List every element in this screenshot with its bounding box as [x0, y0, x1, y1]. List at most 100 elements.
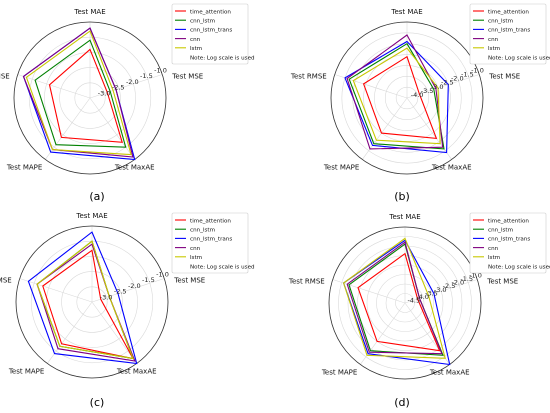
axis-label: Test MAE — [388, 213, 420, 221]
radial-tick-label: -2.0 — [451, 75, 464, 83]
legend-label-note: Note: Log scale is used — [488, 55, 550, 61]
legend-label-time_attention: time_attention — [488, 218, 529, 224]
axis-label: Test MAE — [390, 8, 422, 16]
axis-label: Test MAPE — [321, 369, 357, 377]
radar-panel-3: -4.5-4.0-3.5-3.0-2.5-2.0-1.5-1.0 Test MAE… — [288, 212, 550, 409]
legend-label-cnn_lstm_trans: cnn_lstm_trans — [488, 28, 530, 34]
radial-tick-label: -3.0 — [100, 293, 113, 301]
series-cnn-line — [346, 241, 443, 355]
legend-box — [469, 212, 547, 274]
series-time_attention-line — [362, 55, 438, 140]
grid-spoke — [404, 279, 478, 304]
panel-caption: (a) — [89, 190, 104, 203]
legend-label-note: Note: Log scale is used — [190, 264, 255, 270]
radial-tick-label: -1.5 — [461, 71, 474, 79]
axis-label: Test MaxAE — [116, 368, 157, 376]
radial-tick-label: -1.0 — [156, 271, 169, 279]
radar-frame — [15, 225, 169, 379]
radial-tick-label: -3.0 — [434, 286, 447, 294]
series-time_attention-line — [357, 252, 441, 352]
grid-spoke — [47, 301, 93, 364]
radial-tick-label: -2.0 — [451, 279, 464, 287]
legend-label-cnn: cnn — [488, 37, 499, 43]
radial-tick-label: -1.0 — [471, 67, 484, 75]
radial-tick-label: -4.5 — [407, 296, 420, 304]
axis-label: Test RMSE — [0, 277, 12, 285]
axis-label: Test RMSE — [288, 278, 325, 286]
grid-spoke — [91, 301, 137, 364]
axis-label: Test MAPE — [6, 164, 42, 172]
radial-tick-label: -2.0 — [128, 282, 141, 290]
radial-tick-label: -2.0 — [126, 78, 139, 86]
legend-label-time_attention: time_attention — [190, 218, 231, 224]
radial-tick-label: -3.5 — [421, 87, 434, 95]
series-lstm-line — [342, 237, 446, 359]
panel-caption: (d) — [394, 396, 410, 409]
series-cnn_lstm-line — [34, 39, 127, 148]
legend-label-cnn: cnn — [488, 246, 499, 252]
axis-label: Test MaxAE — [114, 164, 155, 172]
panel-caption: (b) — [394, 190, 410, 203]
grid-spoke — [89, 74, 163, 99]
radial-tick-label: -4.0 — [411, 91, 424, 99]
radial-tick-label: -2.5 — [441, 79, 454, 87]
legend-label-cnn_lstm: cnn_lstm — [488, 228, 513, 234]
legend-label-lstm: lstm — [190, 255, 202, 261]
legend-label-cnn_lstm_trans: cnn_lstm_trans — [190, 28, 232, 34]
radar-frame — [330, 21, 484, 175]
grid-spoke — [406, 97, 452, 160]
legend-label-cnn: cnn — [190, 246, 201, 252]
panel-caption: (c) — [90, 396, 105, 409]
radar-frame — [328, 226, 482, 380]
legend-label-lstm: lstm — [190, 46, 202, 52]
legend-label-cnn_lstm: cnn_lstm — [190, 228, 215, 234]
legend-label-cnn_lstm: cnn_lstm — [190, 19, 215, 25]
series-cnn_lstm_trans-line — [344, 40, 449, 154]
grid-spoke — [362, 97, 408, 160]
grid-spoke — [91, 278, 165, 303]
grid-spoke — [89, 97, 135, 160]
legend-label-cnn_lstm: cnn_lstm — [488, 19, 513, 25]
axis-label: Test MAPE — [8, 368, 44, 376]
grid-spoke — [19, 278, 93, 303]
axis-label: Test MAE — [75, 212, 107, 220]
radar-panel-1: -4.0-3.5-3.0-2.5-2.0-1.5-1.0 Test MAE Test… — [290, 3, 550, 203]
legend-label-time_attention: time_attention — [190, 9, 231, 15]
axis-label: Test MaxAE — [429, 369, 470, 377]
legend-label-cnn_lstm_trans: cnn_lstm_trans — [190, 237, 232, 243]
legend-box — [469, 3, 547, 65]
radial-tick-label: -3.0 — [98, 89, 111, 97]
series-lstm-line — [25, 30, 132, 156]
legend-label-lstm: lstm — [488, 46, 500, 52]
radial-tick-label: -3.5 — [425, 289, 438, 297]
series-time_attention-line — [48, 48, 123, 143]
radar-panel-2: -3.0-2.5-2.0-1.5-1.0 Test MAE Test MSE Test… — [0, 212, 255, 409]
radial-tick-label: -1.0 — [469, 272, 482, 280]
radial-tick-label: -2.5 — [114, 288, 127, 296]
series-cnn_lstm_trans-line — [27, 231, 138, 365]
radial-tick-label: -1.5 — [140, 72, 153, 80]
radial-tick-label: -1.0 — [154, 67, 167, 75]
radial-tick-label: -3.0 — [431, 83, 444, 91]
radial-tick-label: -2.5 — [443, 282, 456, 290]
legend-box — [171, 3, 249, 65]
radial-tick-label: -4.0 — [416, 293, 429, 301]
axis-label: Test RMSE — [290, 73, 327, 81]
axis-label: Test MAPE — [323, 164, 359, 172]
radial-tick-label: -2.5 — [112, 84, 125, 92]
grid-spoke — [360, 302, 406, 365]
series-cnn-line — [22, 27, 134, 158]
legend-label-time_attention: time_attention — [488, 9, 529, 15]
legend-label-lstm: lstm — [488, 255, 500, 261]
axis-label: Test MSE — [171, 73, 203, 81]
series-cnn_lstm-line — [348, 42, 445, 150]
radar-panel-0: -3.0-2.5-2.0-1.5-1.0 Test MAE Test MSE Test… — [0, 3, 255, 203]
radar-frame — [13, 21, 167, 175]
series-lstm-line — [352, 47, 441, 145]
axis-label: Test MAE — [73, 8, 105, 16]
axis-label: Test MSE — [486, 278, 518, 286]
